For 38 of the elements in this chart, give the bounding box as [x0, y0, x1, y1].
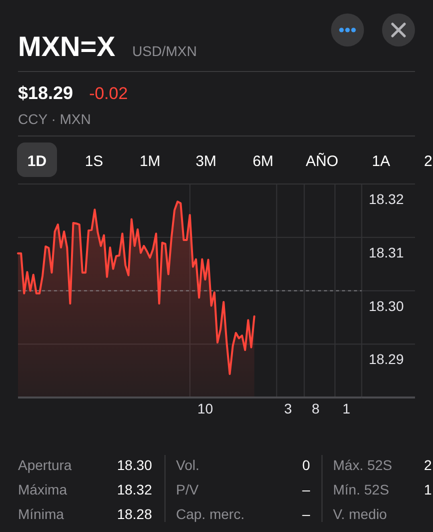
text: Mín. 52S [333, 482, 390, 498]
text: 1S [84, 153, 104, 170]
text: – [302, 506, 310, 522]
text: 18.32 [116, 482, 152, 498]
text: 6M [252, 153, 274, 170]
text: – [302, 482, 310, 498]
text: Máxima [18, 482, 68, 498]
x-tick-label: 8 [312, 400, 320, 416]
y-tick-label: 18.31 [368, 244, 404, 260]
text: Máx. 52S [333, 457, 392, 473]
x-tick-label: 3 [284, 400, 292, 416]
text: 1M [140, 153, 160, 170]
chart-title: MXN=X [18, 31, 116, 62]
text: 1 [424, 482, 432, 498]
text: P/V [176, 482, 200, 498]
text: 1A [372, 153, 390, 170]
text: AÑO [306, 152, 338, 170]
text: $18.29 [18, 83, 74, 103]
text: 3M [196, 153, 216, 170]
y-tick-label: 18.29 [368, 351, 404, 368]
text: 18.28 [116, 506, 152, 522]
text: Vol. [176, 457, 200, 473]
text: -0.02 [89, 84, 128, 103]
text: V. medio [333, 506, 388, 522]
text: 2 [424, 457, 432, 473]
text: Cap. merc. [176, 506, 244, 522]
text: Mínima [18, 506, 64, 522]
text: 0 [302, 457, 310, 473]
text: 18.30 [116, 457, 152, 473]
y-tick-label: 18.32 [368, 191, 404, 208]
chart-subtitle: USD/MXN [132, 43, 197, 59]
text: 1D [27, 153, 47, 170]
text: 2 [424, 153, 432, 170]
y-tick-label: 18.30 [368, 298, 404, 314]
x-tick-label: 10 [197, 400, 214, 416]
text: CCY · MXN [18, 111, 91, 127]
x-tick-label: 1 [342, 400, 350, 416]
text: Apertura [18, 457, 72, 473]
